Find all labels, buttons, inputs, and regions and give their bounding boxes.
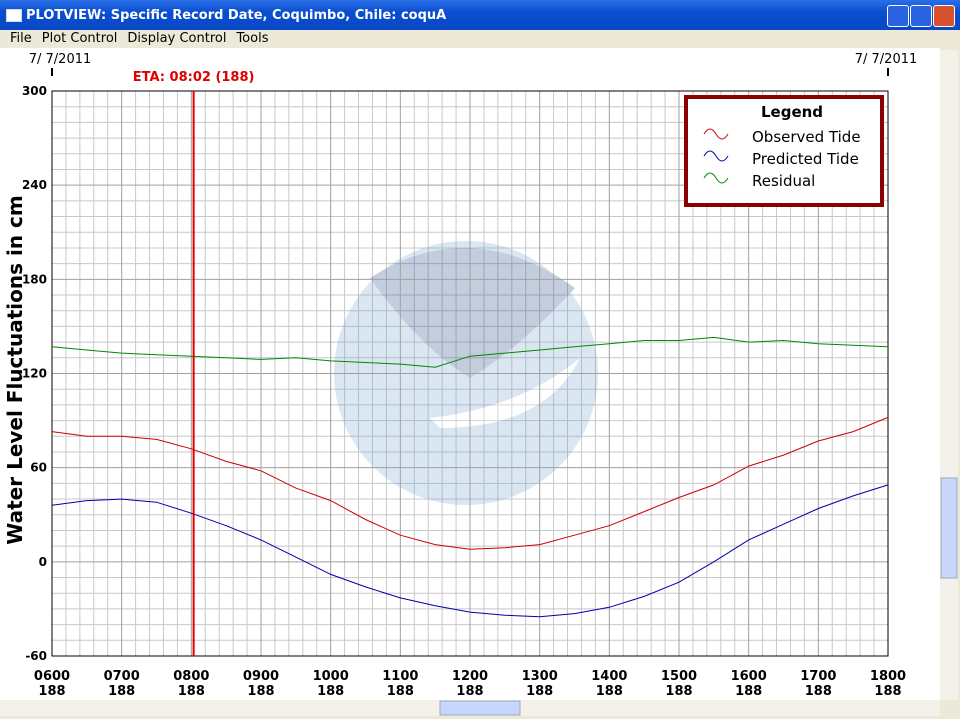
y-axis-label: Water Level Fluctuations in cm [3, 195, 27, 544]
x-tick-label: 1400 [591, 669, 627, 684]
menu-bar: File Plot Control Display Control Tools [0, 30, 960, 48]
menu-item[interactable]: File [10, 31, 32, 46]
v-scroll-thumb[interactable] [940, 477, 958, 579]
legend-swatch [703, 150, 729, 162]
y-tick-label: 240 [22, 178, 47, 192]
x-tick-sublabel: 188 [456, 684, 483, 699]
x-tick-sublabel: 188 [387, 684, 414, 699]
y-tick-label: 0 [39, 555, 47, 569]
x-tick-label: 0700 [104, 669, 140, 684]
maximize-button[interactable] [910, 5, 932, 27]
x-tick-label: 1100 [382, 669, 418, 684]
x-tick-label: 1800 [870, 669, 906, 684]
menu-item[interactable]: Plot Control [41, 31, 118, 46]
date-label: 7/ 7/2011 [29, 52, 92, 67]
x-tick-label: 0800 [173, 669, 209, 684]
x-tick-sublabel: 188 [526, 684, 553, 699]
y-tick-label: 60 [30, 461, 47, 475]
x-tick-label: 1000 [313, 669, 349, 684]
eta-label: ETA: 08:02 (188) [133, 70, 255, 85]
legend-label: Observed Tide [752, 128, 861, 146]
legend-box [684, 95, 884, 207]
date-label: 7/ 7/2011 [855, 52, 918, 67]
legend-label: Predicted Tide [752, 150, 859, 168]
x-tick-sublabel: 188 [317, 684, 344, 699]
series-line [51, 416, 889, 550]
y-tick-label: 120 [22, 367, 47, 381]
x-tick-sublabel: 188 [874, 684, 901, 699]
close-button[interactable] [933, 5, 955, 27]
x-tick-label: 1600 [731, 669, 767, 684]
legend-swatch [703, 128, 729, 140]
y-tick-label: -60 [25, 649, 47, 663]
x-tick-label: 1200 [452, 669, 488, 684]
h-scroll-thumb[interactable] [439, 700, 521, 716]
x-tick-label: 1700 [800, 669, 836, 684]
x-tick-sublabel: 188 [38, 684, 65, 699]
x-tick-sublabel: 188 [108, 684, 135, 699]
x-tick-label: 1300 [522, 669, 558, 684]
series-line [51, 484, 889, 618]
v-scrollbar[interactable] [940, 50, 958, 700]
x-tick-sublabel: 188 [735, 684, 762, 699]
x-tick-label: 1500 [661, 669, 697, 684]
app-icon [6, 9, 22, 22]
x-tick-sublabel: 188 [805, 684, 832, 699]
legend-label: Residual [752, 172, 815, 190]
minimize-button[interactable] [887, 5, 909, 27]
legend-swatch [703, 172, 729, 184]
menu-item[interactable]: Display Control [127, 31, 227, 46]
x-tick-label: 0900 [243, 669, 279, 684]
y-tick-label: 300 [22, 84, 47, 98]
chart: 0600188070018808001880900188100018811001… [0, 48, 958, 716]
title-bar: PLOTVIEW: Specific Record Date, Coquimbo… [0, 0, 960, 30]
x-tick-label: 0600 [34, 669, 70, 684]
menu-item[interactable]: Tools [236, 31, 269, 46]
plot-frame [51, 90, 889, 657]
y-tick-label: 180 [22, 272, 47, 286]
x-tick-sublabel: 188 [178, 684, 205, 699]
x-tick-sublabel: 188 [665, 684, 692, 699]
x-tick-sublabel: 188 [596, 684, 623, 699]
x-tick-sublabel: 188 [247, 684, 274, 699]
series-line [51, 336, 889, 368]
legend-title: Legend [761, 103, 823, 121]
window-title: PLOTVIEW: Specific Record Date, Coquimbo… [26, 8, 447, 23]
